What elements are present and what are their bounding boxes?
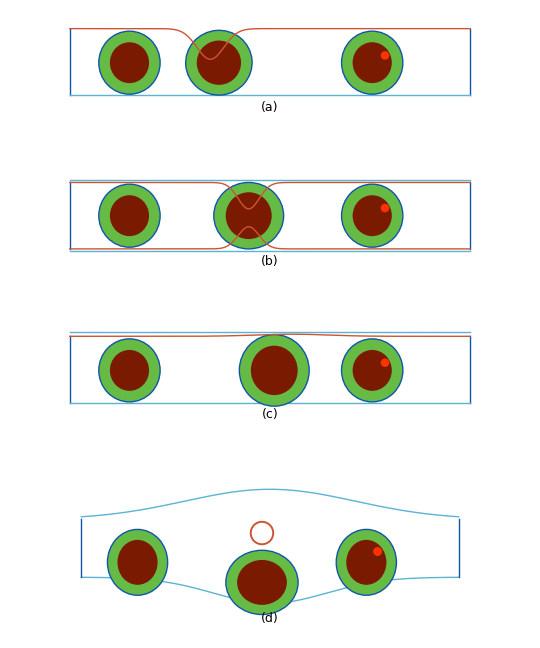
Text: (a): (a) bbox=[261, 101, 279, 114]
Ellipse shape bbox=[197, 41, 241, 85]
Circle shape bbox=[381, 358, 389, 367]
Circle shape bbox=[381, 51, 389, 60]
Ellipse shape bbox=[336, 529, 396, 596]
Ellipse shape bbox=[110, 42, 149, 83]
Text: (c): (c) bbox=[261, 408, 279, 421]
Text: (b): (b) bbox=[261, 255, 279, 268]
Ellipse shape bbox=[341, 31, 403, 94]
Ellipse shape bbox=[353, 350, 392, 391]
Circle shape bbox=[373, 547, 382, 556]
Ellipse shape bbox=[107, 529, 167, 596]
Ellipse shape bbox=[110, 350, 149, 391]
Ellipse shape bbox=[186, 30, 252, 95]
Ellipse shape bbox=[353, 42, 392, 83]
Circle shape bbox=[251, 522, 273, 544]
Ellipse shape bbox=[99, 184, 160, 247]
Ellipse shape bbox=[226, 192, 272, 239]
Ellipse shape bbox=[239, 334, 309, 406]
Ellipse shape bbox=[346, 540, 387, 584]
Text: (d): (d) bbox=[261, 612, 279, 625]
Ellipse shape bbox=[341, 339, 403, 402]
Ellipse shape bbox=[214, 183, 284, 249]
Ellipse shape bbox=[237, 560, 287, 605]
Circle shape bbox=[381, 203, 389, 213]
Ellipse shape bbox=[353, 195, 392, 236]
Ellipse shape bbox=[226, 550, 298, 614]
Ellipse shape bbox=[99, 339, 160, 402]
Ellipse shape bbox=[118, 540, 158, 584]
Ellipse shape bbox=[251, 345, 298, 395]
Ellipse shape bbox=[110, 195, 149, 236]
Ellipse shape bbox=[99, 31, 160, 94]
Ellipse shape bbox=[341, 184, 403, 247]
